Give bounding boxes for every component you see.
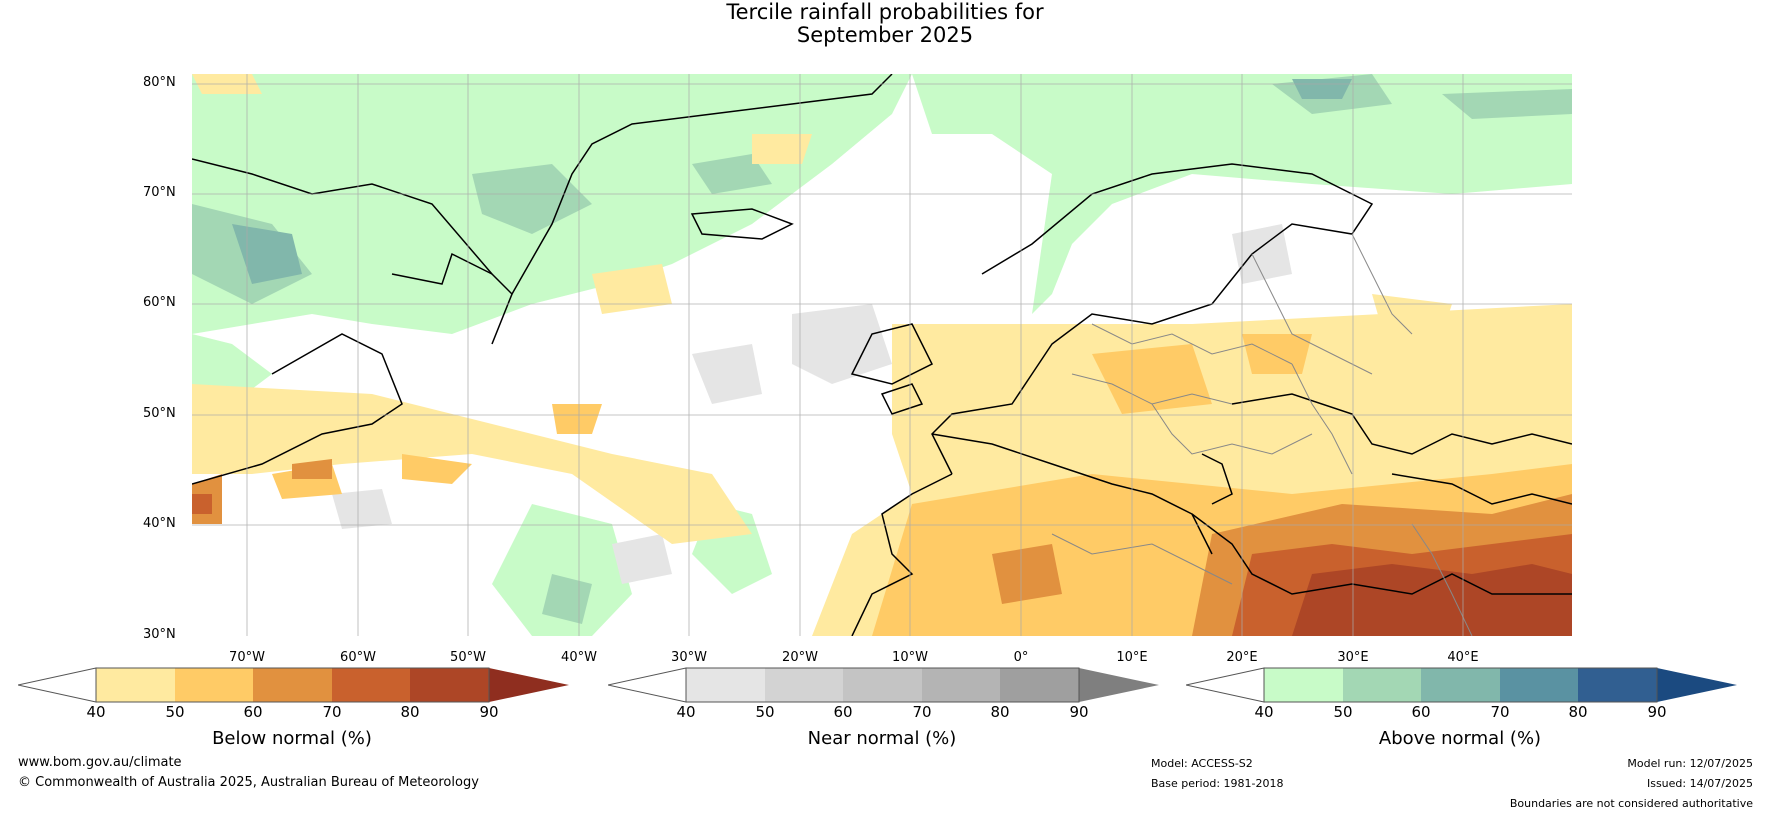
near-colorbar-max-triangle — [1079, 668, 1159, 702]
lat-label-40n: 40°N — [143, 516, 176, 531]
above-colorbar-max-triangle — [1657, 668, 1737, 702]
near-colorbar-segment-40-50 — [686, 668, 765, 702]
near-colorbar-segment-80-90 — [1000, 668, 1079, 702]
below-colorbar-min-triangle — [18, 667, 97, 703]
above-normal-label: Above normal (%) — [1378, 728, 1542, 749]
near-normal-colorbar — [608, 667, 1159, 703]
above-colorbar-segment-70-80 — [1500, 668, 1578, 702]
near-colorbar-segment-50-60 — [765, 668, 843, 702]
model-run-text: Model run: 12/07/2025 — [1627, 757, 1753, 770]
lat-label-60n: 60°N — [143, 295, 176, 310]
near-colorbar-min-triangle — [608, 667, 687, 703]
near-tick-90: 90 — [1069, 703, 1089, 721]
near-colorbar-segment-70-80 — [922, 668, 1000, 702]
lat-label-50n: 50°N — [143, 406, 176, 421]
lon-label-10w: 10°W — [892, 650, 928, 665]
graticule — [192, 74, 1572, 636]
below-colorbar-segment-40-50 — [96, 668, 175, 702]
below-colorbar-segment-70-80 — [332, 668, 410, 702]
below-colorbar-segment-50-60 — [175, 668, 253, 702]
above-tick-50: 50 — [1333, 703, 1353, 721]
map-title-line2: September 2025 — [796, 23, 974, 47]
above-tick-60: 60 — [1411, 703, 1431, 721]
above-colorbar-segment-80-90 — [1578, 668, 1657, 702]
above-tick-90: 90 — [1647, 703, 1667, 721]
lon-label-30e: 30°E — [1337, 650, 1369, 665]
below-normal-colorbar — [18, 667, 569, 703]
lon-label-20w: 20°W — [782, 650, 818, 665]
disclaimer-text: Boundaries are not considered authoritat… — [1509, 797, 1753, 810]
base-period-text: Base period: 1981-2018 — [1151, 777, 1284, 790]
copyright-text: © Commonwealth of Australia 2025, Austra… — [18, 775, 479, 790]
lon-label-40w: 40°W — [561, 650, 597, 665]
above-colorbar-segment-50-60 — [1343, 668, 1421, 702]
near-tick-80: 80 — [990, 703, 1010, 721]
near-normal-label: Near normal (%) — [807, 728, 957, 749]
below-tick-60: 60 — [243, 703, 263, 721]
lon-label-20e: 20°E — [1226, 650, 1258, 665]
rainfall-probability-map — [192, 74, 1572, 636]
website-link[interactable]: www.bom.gov.au/climate — [18, 755, 182, 770]
below-tick-90: 90 — [479, 703, 499, 721]
above-colorbar-segment-60-70 — [1421, 668, 1500, 702]
above-tick-40: 40 — [1254, 703, 1274, 721]
below-colorbar-segment-80-90 — [410, 668, 489, 702]
below-colorbar-max-triangle — [489, 668, 569, 702]
lon-label-10e: 10°E — [1116, 650, 1148, 665]
above-normal-colorbar — [1186, 667, 1737, 703]
above-colorbar-segment-40-50 — [1264, 668, 1343, 702]
below-normal-90-areas — [1292, 564, 1572, 636]
map-title-line1: Tercile rainfall probabilities for — [726, 0, 1044, 24]
lon-label-50w: 50°W — [450, 650, 486, 665]
near-colorbar-segment-60-70 — [843, 668, 922, 702]
above-tick-80: 80 — [1568, 703, 1588, 721]
lon-label-70w: 70°W — [229, 650, 265, 665]
country-boundaries — [1051, 233, 1473, 636]
issued-text: Issued: 14/07/2025 — [1646, 777, 1753, 790]
lon-label-0: 0° — [1013, 650, 1029, 665]
near-tick-50: 50 — [755, 703, 775, 721]
lat-label-70n: 70°N — [143, 185, 176, 200]
above-colorbar-min-triangle — [1186, 667, 1265, 703]
near-tick-60: 60 — [833, 703, 853, 721]
near-tick-70: 70 — [912, 703, 932, 721]
below-tick-50: 50 — [165, 703, 185, 721]
below-tick-80: 80 — [400, 703, 420, 721]
lon-label-40e: 40°E — [1447, 650, 1479, 665]
below-normal-label: Below normal (%) — [212, 728, 372, 749]
above-tick-70: 70 — [1490, 703, 1510, 721]
lat-label-30n: 30°N — [143, 627, 176, 642]
model-text: Model: ACCESS-S2 — [1151, 757, 1253, 770]
near-tick-40: 40 — [676, 703, 696, 721]
lat-label-80n: 80°N — [143, 75, 176, 90]
below-colorbar-segment-60-70 — [253, 668, 332, 702]
below-tick-40: 40 — [86, 703, 106, 721]
lon-label-60w: 60°W — [340, 650, 376, 665]
below-tick-70: 70 — [322, 703, 342, 721]
lon-label-30w: 30°W — [671, 650, 707, 665]
